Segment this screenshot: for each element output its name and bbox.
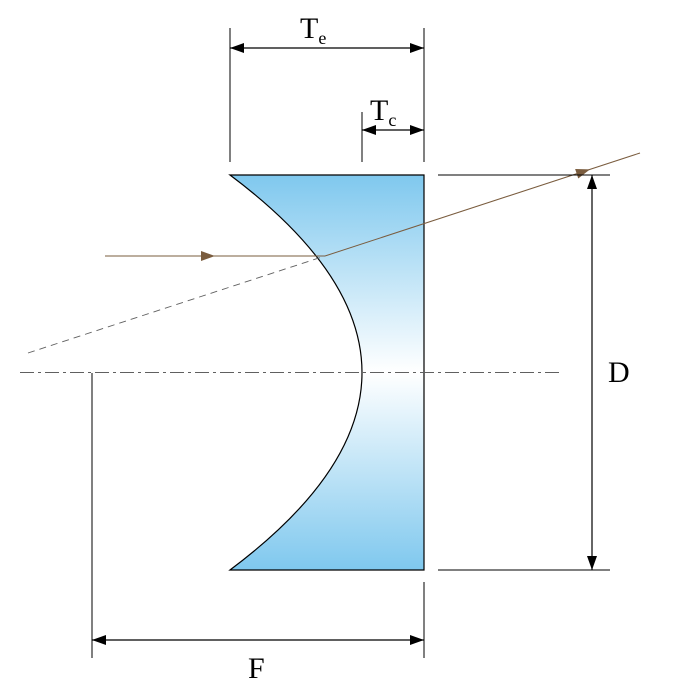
arrowhead [92,635,106,645]
arrowhead [410,43,424,53]
arrowhead [410,635,424,645]
arrowhead [201,251,215,261]
arrowhead [587,556,597,570]
virtual-ray [28,256,325,353]
label-Te: Te [300,12,326,48]
arrowhead [410,125,424,135]
arrowhead [587,175,597,189]
arrowhead [575,169,590,179]
label-Tc: Tc [370,94,396,130]
label-D: D [608,356,630,389]
label-F: F [248,652,265,685]
arrowhead [230,43,244,53]
